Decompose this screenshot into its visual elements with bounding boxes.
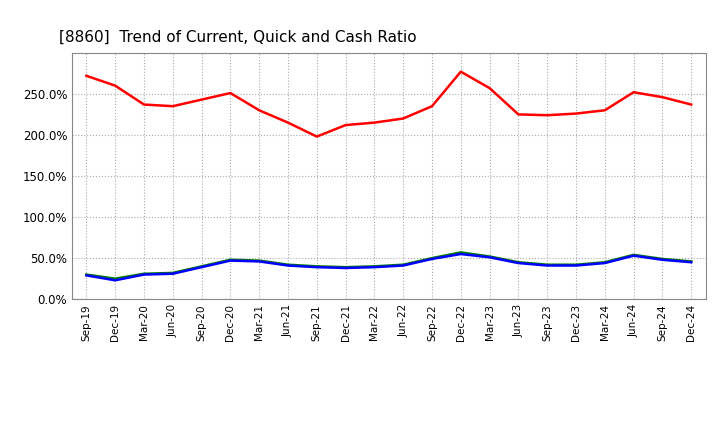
Cash Ratio bbox=[600, 260, 609, 266]
Cash Ratio bbox=[687, 260, 696, 265]
Quick Ratio bbox=[600, 260, 609, 265]
Cash Ratio bbox=[658, 257, 667, 262]
Cash Ratio bbox=[456, 251, 465, 257]
Cash Ratio bbox=[255, 259, 264, 264]
Current Ratio bbox=[111, 83, 120, 88]
Quick Ratio bbox=[485, 254, 494, 259]
Cash Ratio bbox=[197, 264, 206, 270]
Quick Ratio bbox=[255, 258, 264, 263]
Current Ratio bbox=[399, 116, 408, 121]
Quick Ratio bbox=[428, 256, 436, 261]
Current Ratio bbox=[140, 102, 148, 107]
Current Ratio bbox=[82, 73, 91, 78]
Cash Ratio bbox=[284, 263, 292, 268]
Quick Ratio bbox=[284, 262, 292, 268]
Line: Current Ratio: Current Ratio bbox=[86, 72, 691, 136]
Cash Ratio bbox=[428, 257, 436, 262]
Cash Ratio bbox=[399, 263, 408, 268]
Current Ratio bbox=[284, 120, 292, 125]
Current Ratio bbox=[428, 103, 436, 109]
Current Ratio bbox=[255, 108, 264, 113]
Current Ratio bbox=[197, 97, 206, 102]
Current Ratio bbox=[370, 120, 379, 125]
Quick Ratio bbox=[341, 264, 350, 270]
Cash Ratio bbox=[168, 271, 177, 276]
Current Ratio bbox=[341, 122, 350, 128]
Cash Ratio bbox=[341, 265, 350, 271]
Quick Ratio bbox=[658, 257, 667, 262]
Current Ratio bbox=[629, 90, 638, 95]
Current Ratio bbox=[543, 113, 552, 118]
Cash Ratio bbox=[82, 273, 91, 278]
Quick Ratio bbox=[140, 271, 148, 276]
Cash Ratio bbox=[370, 264, 379, 270]
Quick Ratio bbox=[197, 264, 206, 269]
Quick Ratio bbox=[543, 262, 552, 268]
Line: Quick Ratio: Quick Ratio bbox=[86, 253, 691, 279]
Quick Ratio bbox=[312, 264, 321, 269]
Quick Ratio bbox=[370, 264, 379, 269]
Quick Ratio bbox=[399, 262, 408, 268]
Text: [8860]  Trend of Current, Quick and Cash Ratio: [8860] Trend of Current, Quick and Cash … bbox=[59, 29, 417, 45]
Quick Ratio bbox=[168, 270, 177, 275]
Current Ratio bbox=[168, 103, 177, 109]
Cash Ratio bbox=[140, 272, 148, 277]
Quick Ratio bbox=[111, 276, 120, 281]
Cash Ratio bbox=[543, 263, 552, 268]
Cash Ratio bbox=[572, 263, 580, 268]
Cash Ratio bbox=[312, 264, 321, 270]
Current Ratio bbox=[485, 85, 494, 91]
Quick Ratio bbox=[226, 257, 235, 262]
Quick Ratio bbox=[514, 260, 523, 265]
Quick Ratio bbox=[687, 259, 696, 264]
Current Ratio bbox=[572, 111, 580, 116]
Quick Ratio bbox=[572, 262, 580, 268]
Current Ratio bbox=[600, 108, 609, 113]
Current Ratio bbox=[456, 69, 465, 74]
Cash Ratio bbox=[629, 253, 638, 258]
Cash Ratio bbox=[514, 260, 523, 266]
Current Ratio bbox=[226, 90, 235, 95]
Quick Ratio bbox=[456, 250, 465, 255]
Current Ratio bbox=[514, 112, 523, 117]
Current Ratio bbox=[312, 134, 321, 139]
Cash Ratio bbox=[485, 255, 494, 260]
Cash Ratio bbox=[111, 278, 120, 283]
Quick Ratio bbox=[82, 272, 91, 277]
Current Ratio bbox=[687, 102, 696, 107]
Quick Ratio bbox=[629, 252, 638, 257]
Current Ratio bbox=[658, 95, 667, 100]
Cash Ratio bbox=[226, 258, 235, 263]
Line: Cash Ratio: Cash Ratio bbox=[86, 254, 691, 280]
